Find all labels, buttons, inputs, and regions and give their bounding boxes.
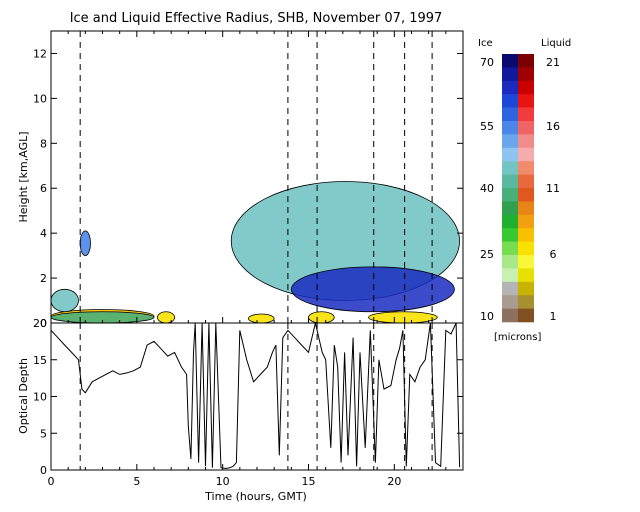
colorbar-liquid-label: Liquid	[541, 38, 571, 49]
top-ytick-label-4: 4	[40, 227, 47, 240]
optical-depth-series-line	[51, 323, 461, 470]
colorbar-liquid-swatch-0	[518, 54, 534, 68]
colorbar-ice-swatch-8	[502, 161, 518, 175]
cloud-region-ice-9	[51, 288, 79, 313]
colorbar-ice-swatch-19	[502, 308, 518, 323]
bottom-plot-frame	[50, 322, 464, 471]
colorbar-liquid-swatch-10	[518, 188, 534, 202]
colorbar-liquid-strip	[518, 54, 534, 323]
chart-title: Ice and Liquid Effective Radius, SHB, No…	[70, 11, 443, 26]
colorbar-liquid-swatch-19	[518, 308, 534, 323]
bottom-xtick-label-5: 5	[133, 475, 140, 488]
colorbar-ice-swatch-17	[502, 281, 518, 296]
top-ytick-label-0: 0	[40, 317, 47, 330]
colorbar-liquid-tick-1: 1	[550, 310, 557, 323]
cloud-region-ice-8	[79, 230, 91, 257]
colorbar-liquid-swatch-2	[518, 80, 534, 95]
colorbar-liquid-swatch-3	[518, 94, 534, 108]
colorbar-liquid-tick-11: 11	[546, 182, 560, 195]
bottom-dashed-markers	[79, 323, 433, 470]
bottom-xtick-label-0: 0	[48, 475, 55, 488]
colorbar-ice-swatch-15	[502, 255, 518, 269]
colorbar-ice-swatch-10	[502, 188, 518, 202]
x-axis-label: Time (hours, GMT)	[204, 490, 307, 503]
cloud-region-liquid-5	[368, 311, 438, 323]
colorbar-liquid-swatch-15	[518, 255, 534, 269]
bottom-x-ticks: 0 5 10 15 20	[48, 464, 464, 488]
colorbar-liquid-swatch-12	[518, 214, 534, 229]
colorbar-liquid-swatch-5	[518, 121, 534, 135]
colorbar-liquid-tick-6: 6	[550, 248, 557, 261]
bottom-xtick-label-20: 20	[387, 475, 401, 488]
colorbar-ice-tick-10: 10	[480, 310, 494, 323]
top-ytick-label-8: 8	[40, 137, 47, 150]
colorbar-ice-swatch-18	[502, 295, 518, 309]
colorbar-ice-label: Ice	[478, 38, 493, 49]
top-y-axis-label: Height [km,AGL]	[17, 131, 30, 222]
bottom-y-axis-label: Optical Depth	[17, 358, 30, 434]
colorbar-liquid-swatch-14	[518, 241, 534, 256]
top-ytick-label-10: 10	[33, 92, 47, 105]
cloud-region-liquid-3	[248, 313, 275, 323]
cloud-region-ice-7	[290, 266, 455, 313]
top-dashed-markers	[79, 31, 433, 323]
bottom-y-ticks: 0 5 10 15 20	[33, 317, 463, 477]
top-ytick-label-6: 6	[40, 182, 47, 195]
colorbar: Ice Liquid 70 55 40 25 10 21 16 11 6 1 [microns]	[478, 38, 571, 343]
colorbar-ice-swatch-16	[502, 268, 518, 283]
colorbar-liquid-swatch-9	[518, 174, 534, 189]
bottom-ytick-label-10: 10	[33, 391, 47, 404]
colorbar-ice-swatch-4	[502, 107, 518, 122]
colorbar-liquid-swatch-8	[518, 161, 534, 175]
top-y-ticks: 0 2 4 6 8 10 12	[33, 31, 464, 330]
colorbar-ice-swatch-9	[502, 174, 518, 189]
colorbar-ice-swatch-6	[502, 134, 518, 149]
colorbar-units: [microns]	[494, 332, 541, 343]
bottom-ytick-label-5: 5	[40, 427, 47, 440]
colorbar-ice-swatch-5	[502, 121, 518, 135]
optical-depth-panel: 0 5 10 15 20 0 5 10 15 20 Optical Depth Time (ho…	[17, 317, 464, 503]
colorbar-ice-swatch-13	[502, 228, 518, 242]
bottom-ytick-label-20: 20	[33, 317, 47, 330]
colorbar-ice-tick-55: 55	[480, 120, 494, 133]
colorbar-ice-swatch-7	[502, 147, 518, 162]
colorbar-ice-tick-70: 70	[480, 56, 494, 69]
top-ytick-label-2: 2	[40, 272, 47, 285]
cloud-regions	[51, 181, 460, 323]
top-ytick-label-12: 12	[33, 47, 47, 60]
colorbar-liquid-swatch-7	[518, 147, 534, 162]
colorbar-ice-swatch-0	[502, 54, 518, 68]
colorbar-ice-swatch-14	[502, 241, 518, 256]
colorbar-liquid-tick-21: 21	[546, 56, 560, 69]
colorbar-ice-swatch-11	[502, 201, 518, 216]
colorbar-liquid-swatch-6	[518, 134, 534, 149]
colorbar-ticks: 70 55 40 25 10 21 16 11 6 1	[480, 56, 560, 323]
colorbar-ice-swatch-2	[502, 80, 518, 95]
colorbar-ice-strip	[502, 54, 518, 323]
bottom-xtick-label-15: 15	[302, 475, 316, 488]
colorbar-ice-tick-25: 25	[480, 248, 494, 261]
colorbar-liquid-swatch-18	[518, 295, 534, 309]
effective-radius-panel: 0 2 4 6 8 10 12 Height [km,AGL]	[17, 30, 464, 330]
colorbar-ice-swatch-12	[502, 214, 518, 229]
colorbar-liquid-swatch-16	[518, 268, 534, 283]
colorbar-liquid-swatch-11	[518, 201, 534, 216]
colorbar-liquid-swatch-4	[518, 107, 534, 122]
colorbar-ice-tick-40: 40	[480, 182, 494, 195]
bottom-ytick-label-0: 0	[40, 464, 47, 477]
colorbar-liquid-swatch-17	[518, 281, 534, 296]
cloud-region-liquid-4	[308, 311, 335, 323]
colorbar-ice-swatch-3	[502, 94, 518, 108]
bottom-xtick-label-10: 10	[216, 475, 230, 488]
colorbar-liquid-tick-16: 16	[546, 120, 560, 133]
colorbar-liquid-swatch-1	[518, 67, 534, 82]
colorbar-ice-swatch-1	[502, 67, 518, 82]
bottom-ytick-label-15: 15	[33, 354, 47, 367]
colorbar-liquid-swatch-13	[518, 228, 534, 242]
cloud-region-liquid-2	[157, 311, 175, 323]
